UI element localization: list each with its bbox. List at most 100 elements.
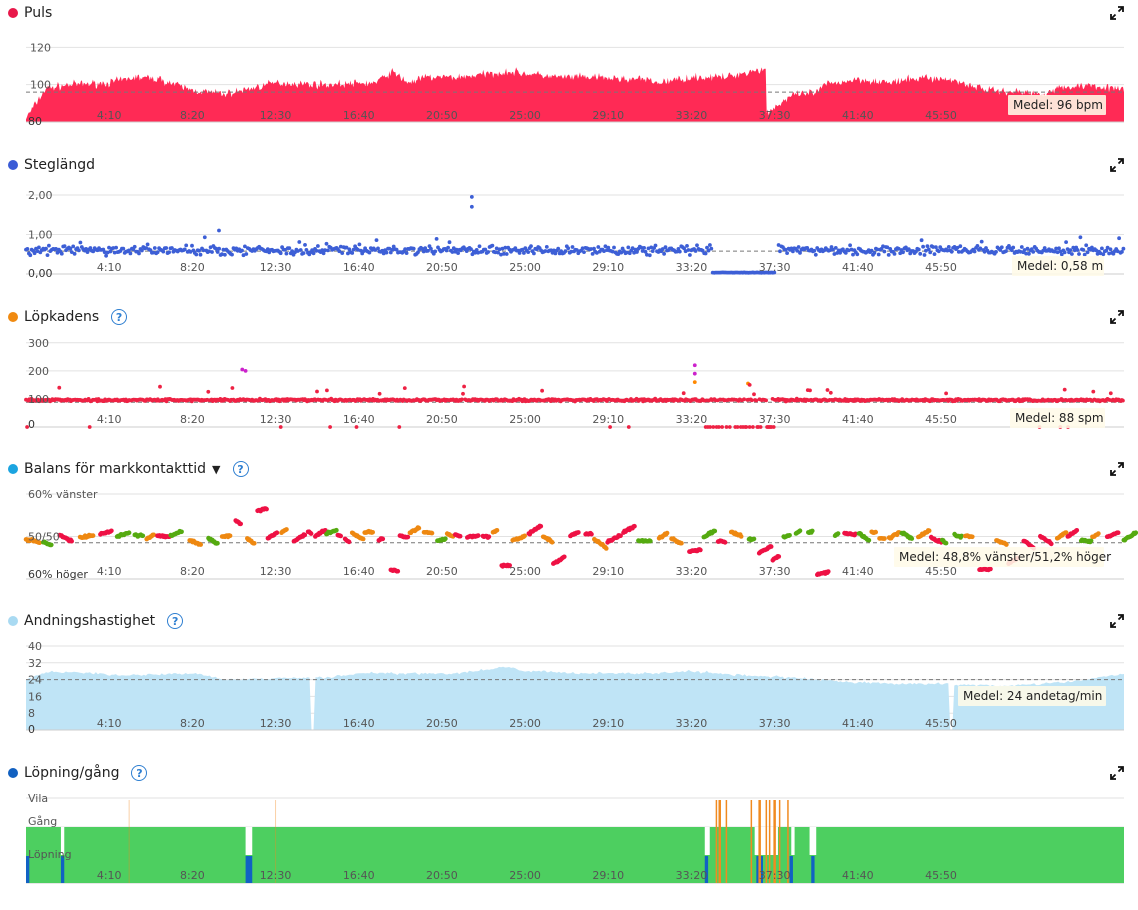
x-tick-label: 16:40 [343,717,375,730]
x-tick-label: 33:20 [676,109,708,122]
y-tick-label: 40 [28,640,42,653]
cadence-point [158,385,162,389]
stride-point [287,246,291,250]
stride-point [1086,250,1090,254]
stride-point [626,246,630,250]
balance-point [1004,542,1009,547]
stride-point [216,250,220,254]
cadence-point [720,425,724,429]
cadence-point [88,425,92,429]
stride-point [316,244,320,248]
run-segment [811,856,814,883]
stride-point [918,252,922,256]
stride-point [385,251,389,255]
run-segment [246,856,253,883]
x-tick-label: 4:10 [97,261,122,274]
balance-point [487,534,492,539]
x-tick-label: 20:50 [426,261,458,274]
y-tick-label: 32 [28,657,42,670]
stride-point [435,237,439,241]
x-tick-label: 41:40 [842,109,874,122]
cadence-point [725,425,729,429]
balance-point [873,530,878,535]
stride-point [664,245,668,249]
stride-point [223,253,227,257]
stride-point [340,251,344,255]
balance-point [1049,542,1054,547]
cadence-point [744,425,748,429]
y-tick-label: 1,00 [28,228,53,241]
balance-point [910,536,915,541]
cadence-point [461,392,465,396]
stride-point [194,253,198,257]
cadence-point [717,425,721,429]
stride-point [1031,250,1035,254]
cadence-point [736,425,740,429]
stride-point [928,251,932,255]
cadence-point [378,392,382,396]
stride-point [704,252,708,256]
balance-point [679,541,684,546]
stride-point [532,252,536,256]
balance-point [1089,539,1094,544]
x-tick-label: 37:30 [759,109,791,122]
balance-point [406,535,411,540]
balance-point [284,527,289,532]
balance-point [303,533,308,538]
y-tick-label: 24 [28,674,42,687]
stride-point [167,250,171,254]
stride-point [1076,248,1080,252]
x-tick-label: 25:00 [509,261,541,274]
x-tick-label: 45:50 [925,261,957,274]
y-tick-label: 2,00 [28,189,53,202]
stride-point [834,246,838,250]
stride-point [642,246,646,250]
stride-point [812,249,816,253]
stride-point [678,250,682,254]
balance-point [752,537,757,542]
x-tick-label: 16:40 [343,261,375,274]
x-tick-label: 12:30 [260,261,292,274]
stride-point [973,250,977,254]
x-tick-label: 12:30 [260,869,292,882]
cadence-point [752,392,756,396]
x-tick-label: 37:30 [759,565,791,578]
stride-point [1063,251,1067,255]
balance-point [396,569,401,574]
stride-point [648,253,652,257]
balance-point [576,530,581,535]
x-tick-label: 41:40 [842,413,874,426]
x-tick-label: 33:20 [676,565,708,578]
stride-point [210,250,214,254]
level-label: Gång [28,815,57,828]
x-tick-label: 37:30 [759,261,791,274]
stride-point [28,253,32,257]
stride-point [491,244,495,248]
stride-point [44,247,48,251]
stride-point [1079,235,1083,239]
mean-label: Medel: 88 spm [1015,411,1104,425]
stride-point [448,240,452,244]
stride-point [1109,247,1113,251]
balance-point [810,529,815,534]
cadence-point [240,368,244,372]
stride-point [137,252,141,256]
stride-point [923,253,927,257]
stride-point [545,245,549,249]
balance-point [275,530,280,535]
y-tick-label: 0,00 [28,267,53,280]
stride-point [920,238,924,242]
cadence-point [748,383,752,387]
x-tick-label: 25:00 [509,869,541,882]
cadence-point [1109,391,1113,395]
stride-point [164,246,168,250]
stride-point [199,253,203,257]
balance-point [228,534,233,539]
balance-point [381,537,386,542]
x-tick-label: 33:20 [676,261,708,274]
x-tick-label: 20:50 [426,565,458,578]
cadence-point [693,372,697,376]
balance-point [723,540,728,545]
